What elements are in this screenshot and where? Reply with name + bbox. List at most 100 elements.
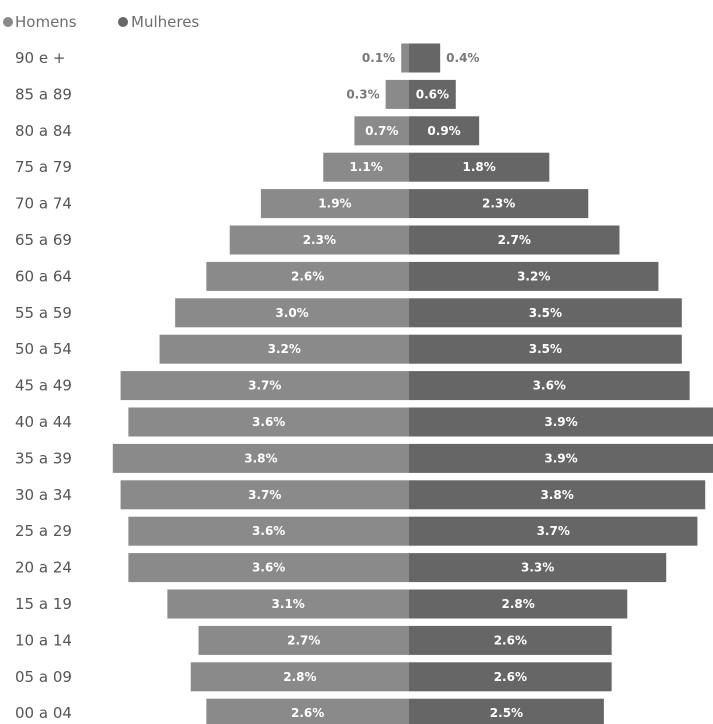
legend-marker-mulheres (118, 17, 128, 27)
bar-mulheres-80-a-84 (409, 116, 480, 146)
data-label-mulheres-70-a-74: 2.3% (482, 197, 515, 211)
data-label-mulheres-30-a-34: 3.8% (540, 488, 573, 502)
bar-mulheres-05-a-09 (409, 662, 612, 692)
bar-homens-10-a-14 (198, 625, 409, 655)
data-label-mulheres-85-a-89: 0.6% (416, 87, 449, 101)
data-label-mulheres-90-e-plus: 0.4% (446, 51, 479, 65)
data-label-mulheres-50-a-54: 3.5% (529, 342, 562, 356)
age-label-10-a-14: 10 a 14 (15, 631, 72, 649)
bar-mulheres-70-a-74 (409, 189, 589, 219)
bar-mulheres-20-a-24 (409, 553, 667, 583)
data-label-homens-45-a-49: 3.7% (248, 379, 281, 393)
bar-mulheres-65-a-69 (409, 225, 620, 255)
legend: Homens Mulheres (3, 13, 199, 31)
data-label-mulheres-35-a-39: 3.9% (544, 451, 577, 465)
bar-mulheres-45-a-49 (409, 371, 690, 401)
age-label-25-a-29: 25 a 29 (15, 522, 72, 540)
age-label-90-e-plus: 90 e + (15, 49, 65, 67)
bar-homens-20-a-24 (128, 553, 409, 583)
bar-homens-15-a-19 (167, 589, 409, 619)
data-label-mulheres-60-a-64: 3.2% (517, 269, 550, 283)
data-label-mulheres-80-a-84: 0.9% (427, 124, 460, 138)
bar-homens-40-a-44 (128, 407, 409, 437)
age-label-15-a-19: 15 a 19 (15, 595, 72, 613)
age-label-80-a-84: 80 a 84 (15, 122, 72, 140)
data-label-homens-90-e-plus: 0.1% (362, 51, 395, 65)
bar-homens-55-a-59 (175, 298, 409, 328)
bar-mulheres-15-a-19 (409, 589, 628, 619)
data-label-mulheres-65-a-69: 2.7% (498, 233, 531, 247)
age-label-70-a-74: 70 a 74 (15, 195, 72, 213)
data-label-homens-35-a-39: 3.8% (244, 451, 277, 465)
bar-mulheres-40-a-44 (409, 407, 713, 437)
data-label-homens-15-a-19: 3.1% (272, 597, 305, 611)
bar-mulheres-60-a-64 (409, 261, 659, 291)
bar-homens-70-a-74 (260, 189, 409, 219)
data-label-homens-25-a-29: 3.6% (252, 524, 285, 538)
data-label-homens-60-a-64: 2.6% (291, 269, 324, 283)
age-label-75-a-79: 75 a 79 (15, 158, 72, 176)
data-label-homens-80-a-84: 0.7% (365, 124, 398, 138)
bar-mulheres-55-a-59 (409, 298, 682, 328)
bar-homens-05-a-09 (190, 662, 409, 692)
bar-homens-30-a-34 (120, 480, 409, 510)
data-label-homens-70-a-74: 1.9% (318, 197, 351, 211)
data-label-homens-30-a-34: 3.7% (248, 488, 281, 502)
age-label-05-a-09: 05 a 09 (15, 668, 72, 686)
data-label-homens-55-a-59: 3.0% (275, 306, 308, 320)
legend-marker-homens (3, 17, 13, 27)
bar-homens-45-a-49 (120, 371, 409, 401)
chart-rows: 90 e + 0.1% 0.4% 85 a 89 0.3% 0.6% 80 a 84 0.7%… (15, 43, 713, 724)
age-label-00-a-04: 00 a 04 (15, 704, 72, 722)
data-label-mulheres-55-a-59: 3.5% (529, 306, 562, 320)
bar-homens-80-a-84 (354, 116, 409, 146)
bar-homens-90-e-plus (401, 43, 409, 73)
legend-label-mulheres: Mulheres (131, 13, 199, 31)
age-label-40-a-44: 40 a 44 (15, 413, 72, 431)
bar-homens-35-a-39 (112, 443, 410, 473)
data-label-homens-05-a-09: 2.8% (283, 670, 316, 684)
bar-homens-85-a-89 (385, 79, 409, 109)
data-label-homens-65-a-69: 2.3% (303, 233, 336, 247)
data-label-mulheres-45-a-49: 3.6% (533, 379, 566, 393)
age-label-35-a-39: 35 a 39 (15, 449, 72, 467)
age-label-50-a-54: 50 a 54 (15, 340, 72, 358)
data-label-homens-50-a-54: 3.2% (268, 342, 301, 356)
data-label-homens-00-a-04: 2.6% (291, 706, 324, 720)
data-label-homens-85-a-89: 0.3% (346, 87, 379, 101)
age-label-20-a-24: 20 a 24 (15, 559, 72, 577)
data-label-homens-40-a-44: 3.6% (252, 415, 285, 429)
age-label-45-a-49: 45 a 49 (15, 377, 72, 395)
data-label-mulheres-40-a-44: 3.9% (544, 415, 577, 429)
age-label-85-a-89: 85 a 89 (15, 85, 72, 103)
data-label-mulheres-15-a-19: 2.8% (501, 597, 534, 611)
bar-mulheres-35-a-39 (409, 443, 713, 473)
bar-homens-75-a-79 (323, 152, 409, 182)
bar-mulheres-90-e-plus (409, 43, 441, 73)
data-label-mulheres-75-a-79: 1.8% (463, 160, 496, 174)
bar-homens-60-a-64 (206, 261, 409, 291)
data-label-mulheres-10-a-14: 2.6% (494, 633, 527, 647)
data-label-homens-10-a-14: 2.7% (287, 633, 320, 647)
data-label-mulheres-00-a-04: 2.5% (490, 706, 523, 720)
data-label-mulheres-25-a-29: 3.7% (537, 524, 570, 538)
legend-label-homens: Homens (15, 13, 77, 31)
bar-homens-50-a-54 (159, 334, 409, 364)
data-label-homens-20-a-24: 3.6% (252, 561, 285, 575)
bar-mulheres-10-a-14 (409, 625, 612, 655)
data-label-mulheres-05-a-09: 2.6% (494, 670, 527, 684)
bar-mulheres-00-a-04 (409, 698, 604, 724)
bar-homens-65-a-69 (229, 225, 409, 255)
data-label-homens-75-a-79: 1.1% (349, 160, 382, 174)
bar-mulheres-50-a-54 (409, 334, 682, 364)
age-label-65-a-69: 65 a 69 (15, 231, 72, 249)
bar-mulheres-25-a-29 (409, 516, 698, 546)
data-label-mulheres-20-a-24: 3.3% (521, 561, 554, 575)
age-label-55-a-59: 55 a 59 (15, 304, 72, 322)
bar-homens-25-a-29 (128, 516, 409, 546)
age-label-30-a-34: 30 a 34 (15, 486, 72, 504)
bar-mulheres-85-a-89 (409, 79, 456, 109)
bar-homens-00-a-04 (206, 698, 409, 724)
bar-mulheres-75-a-79 (409, 152, 550, 182)
